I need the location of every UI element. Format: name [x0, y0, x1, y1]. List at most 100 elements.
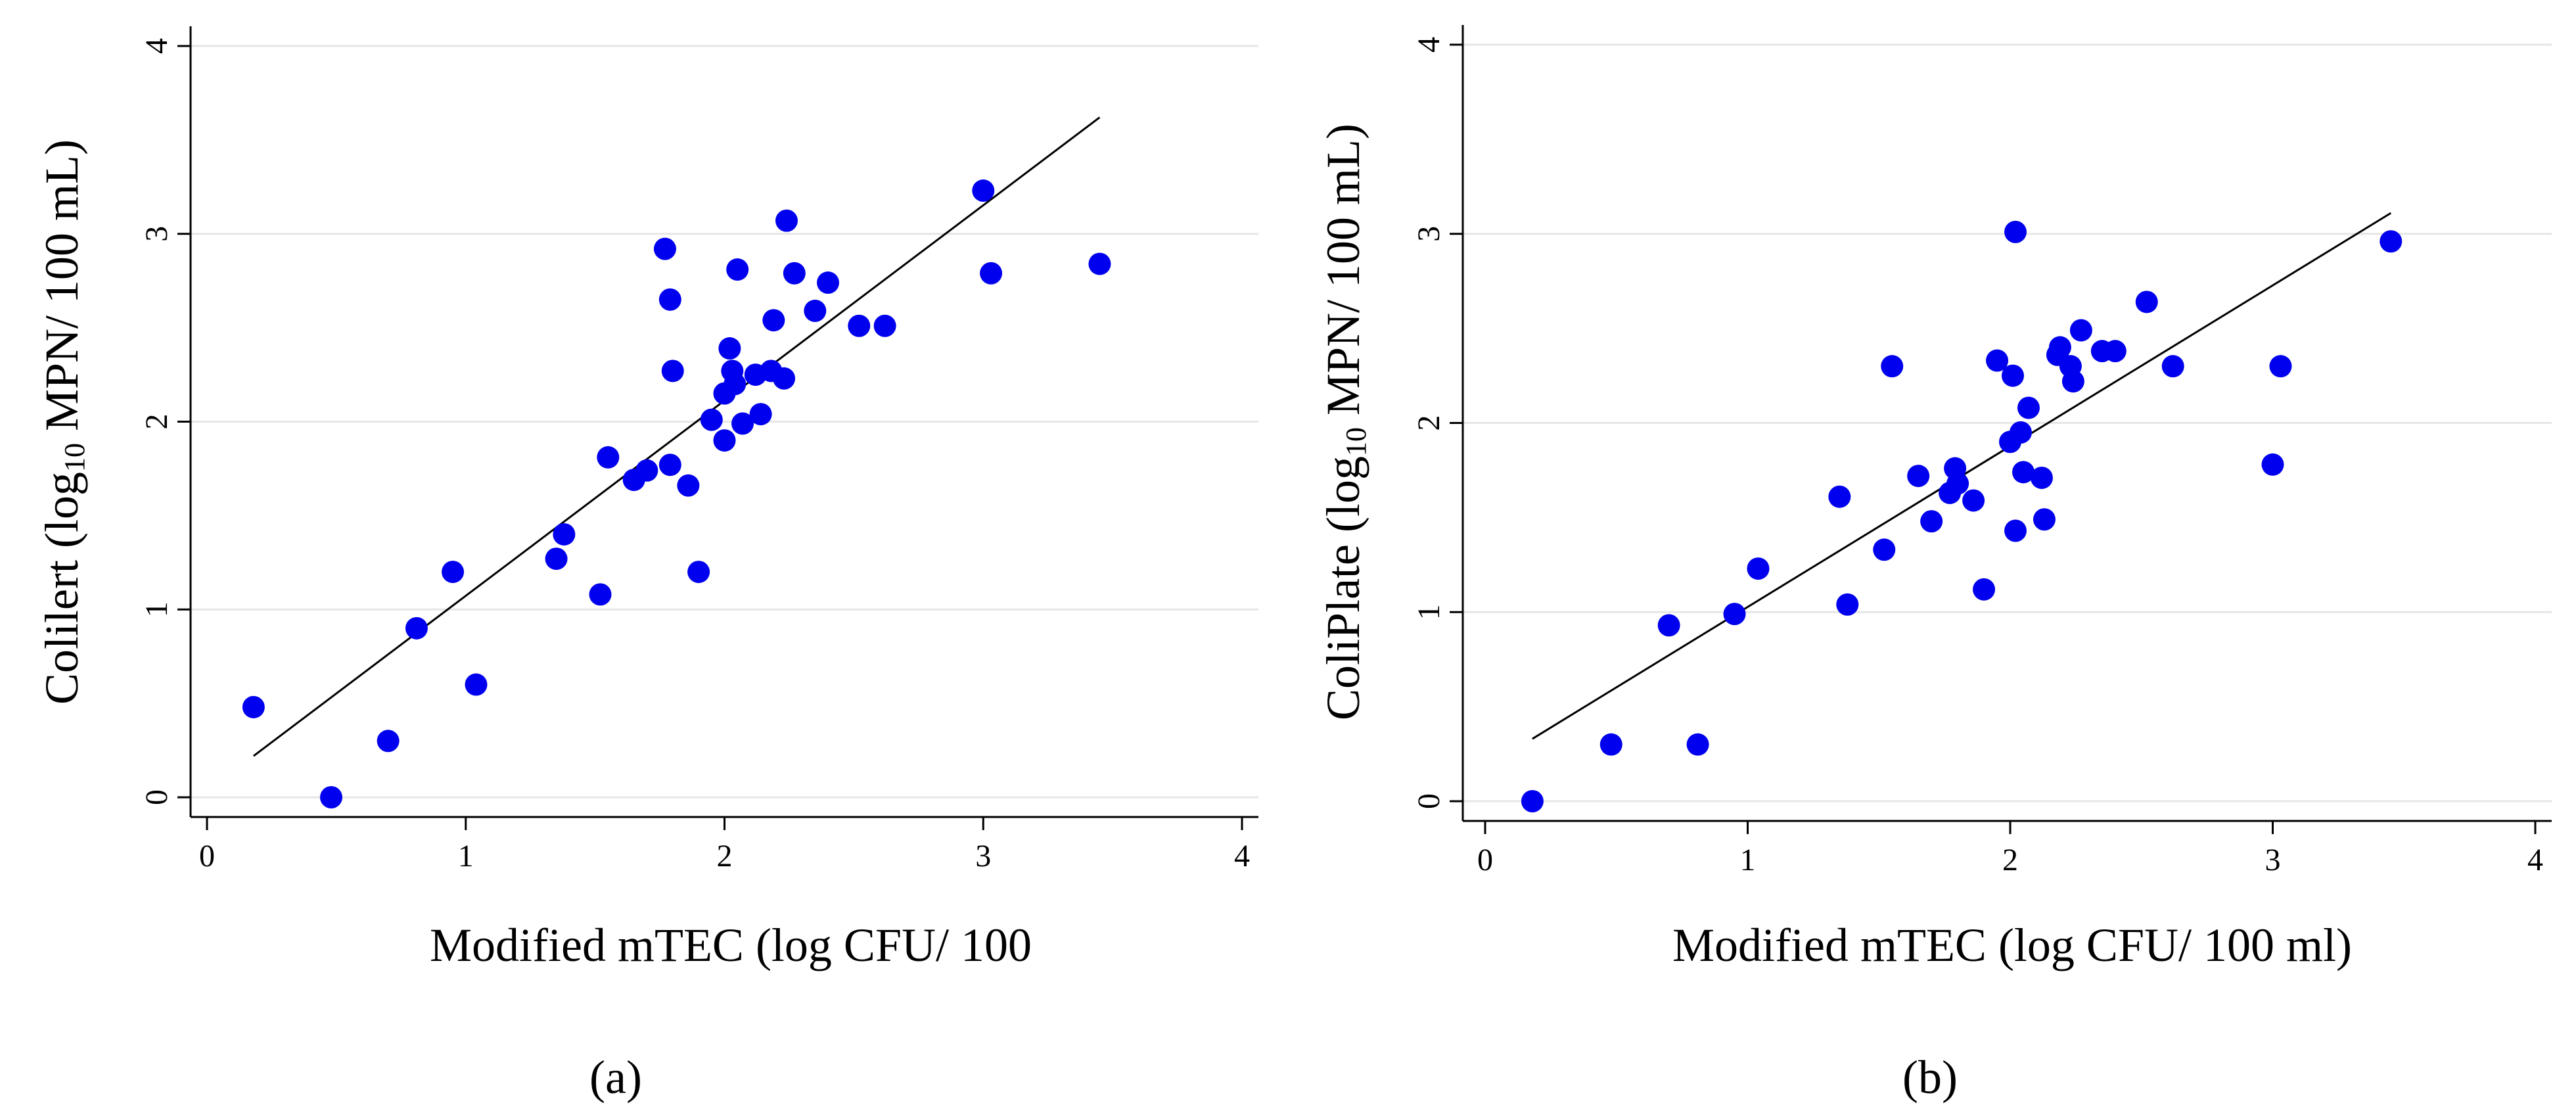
panel-a-point-30 [773, 367, 796, 390]
panel-b-y-tick-label-1: 1 [1412, 604, 1446, 620]
panel-a-x-tick-label-3: 3 [975, 839, 991, 874]
panel-b-point-11 [1920, 510, 1943, 533]
panel-a-point-39 [1088, 252, 1111, 275]
panel-a-point-24 [726, 258, 749, 281]
panel-a-point-17 [687, 561, 710, 584]
panel-a-point-8 [589, 583, 612, 606]
panel-a-x-ticks: 0 1 2 3 4 [199, 817, 1250, 874]
panel-b: 0 1 2 3 4 0 1 2 3 4 Modified mTEC (log CFU/ 100 … [1317, 25, 2552, 1104]
panel-b-point-19 [2001, 364, 2024, 387]
panel-b-x-tick-label-4: 4 [2527, 843, 2543, 877]
panel-b-y-tick-label-2: 2 [1412, 415, 1446, 431]
panel-b-point-26 [2033, 508, 2056, 531]
panel-a-point-20 [713, 429, 736, 452]
panel-a-point-12 [653, 237, 676, 260]
panel-a-y-axis-title-part1: Colilert (log [35, 472, 88, 705]
panel-a-point-1 [320, 786, 342, 808]
panel-b-point-2 [1657, 614, 1680, 637]
panel-b-x-tick-label-3: 3 [2265, 843, 2281, 877]
panel-a-point-14 [661, 360, 684, 383]
panel-a-x-tick-label-2: 2 [717, 839, 733, 874]
panel-a-point-18 [700, 408, 723, 431]
panel-b-point-14 [1946, 472, 1969, 495]
panel-b-point-35 [2161, 355, 2184, 378]
panel-b-y-axis-title-subscript: 10 [1340, 427, 1372, 456]
panel-b-x-tick-label-1: 1 [1740, 843, 1756, 877]
panel-b-y-tick-label-0: 0 [1412, 793, 1446, 809]
panel-a-point-5 [465, 673, 488, 696]
panel-a-fit-line [252, 116, 1101, 757]
panel-b-y-axis-title-part2: MPN/ 100 mL) [1317, 124, 1369, 427]
panel-b-point-7 [1836, 593, 1859, 616]
panel-b-point-0 [1521, 790, 1544, 812]
panel-b-point-23 [2012, 461, 2035, 484]
panel-b-point-38 [2380, 230, 2403, 253]
panel-b-y-axis-title-part1: ColiPlate (log [1317, 456, 1369, 720]
panel-b-point-16 [1973, 578, 1996, 601]
panel-b-point-36 [2261, 453, 2284, 476]
panel-a-point-4 [442, 561, 465, 584]
panel-a-point-37 [972, 179, 995, 202]
panel-a-point-27 [749, 403, 772, 426]
panel-b-point-31 [2069, 319, 2092, 342]
panel-b-point-15 [1962, 489, 1985, 512]
panel-a-x-tick-label-0: 0 [199, 839, 215, 874]
panel-a-point-36 [873, 314, 896, 337]
panel-a-point-38 [980, 262, 1003, 285]
panel-b-point-22 [2009, 421, 2032, 444]
panel-a-point-32 [783, 262, 806, 285]
panel-a-fit-line-group [252, 116, 1101, 757]
panel-b-points [1521, 220, 2403, 812]
panel-a-y-tick-label-1: 1 [139, 601, 174, 617]
panel-a-point-16 [677, 474, 700, 497]
panel-b-x-tick-label-2: 2 [2002, 843, 2018, 877]
panel-a-x-tick-label-1: 1 [458, 839, 474, 874]
panel-b-label: (b) [1902, 1051, 1958, 1104]
panel-a-x-tick-label-4: 4 [1234, 839, 1250, 874]
panel-b-point-9 [1881, 355, 1904, 378]
panel-a-label: (a) [589, 1051, 642, 1104]
panel-a-point-15 [658, 454, 681, 477]
panel-b-point-25 [2030, 466, 2053, 489]
panel-a-y-ticks: 0 1 2 3 4 [139, 38, 191, 805]
panel-a-points [242, 179, 1111, 808]
panel-a-point-33 [804, 299, 827, 322]
panel-b-point-21 [2004, 519, 2027, 542]
panel-b-point-4 [1723, 603, 1746, 626]
panel-a-gridlines [191, 45, 1258, 799]
panel-a-point-13 [658, 288, 681, 311]
panel-a-point-7 [553, 523, 576, 546]
panel-a-point-23 [724, 373, 747, 396]
panel-a-y-tick-label-4: 4 [139, 38, 174, 54]
panel-a-point-31 [775, 209, 798, 232]
panel-b-point-8 [1873, 538, 1896, 561]
panel-b-y-tick-label-3: 3 [1412, 226, 1446, 242]
panel-b-y-ticks: 0 1 2 3 4 [1412, 37, 1463, 809]
panel-b-point-10 [1907, 465, 1930, 488]
panel-b-point-24 [2017, 396, 2040, 419]
panel-b-point-34 [2135, 291, 2158, 314]
panel-a-point-3 [405, 617, 428, 640]
panel-b-point-5 [1747, 557, 1770, 580]
panel-a-y-tick-label-0: 0 [139, 789, 174, 805]
panel-b-point-33 [2104, 340, 2127, 363]
panel-b-y-axis-title: ColiPlate (log10 MPN/ 100 mL) [1317, 124, 1372, 720]
panel-b-point-37 [2269, 355, 2292, 378]
panel-a-point-35 [848, 314, 871, 337]
panel-b-point-20 [2004, 220, 2027, 243]
panel-b-x-axis-title: Modified mTEC (log CFU/ 100 ml) [1672, 919, 2352, 971]
panel-a-y-tick-label-2: 2 [139, 414, 174, 430]
panel-b-x-ticks: 0 1 2 3 4 [1477, 821, 2543, 877]
panel-b-point-1 [1599, 733, 1622, 756]
panel-a-point-21 [718, 337, 741, 360]
panel-b-y-tick-label-4: 4 [1412, 37, 1446, 53]
panel-a-y-axis-title-part2: MPN/ 100 mL) [35, 139, 88, 443]
panel-a-point-29 [762, 309, 785, 332]
panel-b-point-28 [2048, 336, 2071, 359]
panel-b-x-tick-label-0: 0 [1477, 843, 1493, 877]
panel-b-point-17 [1986, 349, 2009, 372]
panel-b-point-6 [1828, 485, 1851, 508]
panel-a-point-11 [635, 459, 658, 482]
